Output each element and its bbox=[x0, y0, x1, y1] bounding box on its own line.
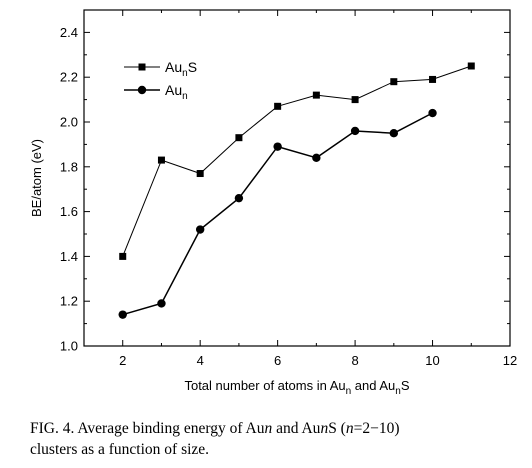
x-tick-label: 10 bbox=[425, 353, 439, 368]
y-tick-label: 2.4 bbox=[60, 25, 78, 40]
data-point bbox=[157, 299, 166, 308]
x-tick-label: 12 bbox=[503, 353, 517, 368]
data-point bbox=[157, 156, 165, 164]
data-point bbox=[351, 96, 359, 104]
series-layer bbox=[118, 62, 475, 319]
series-line bbox=[122, 65, 472, 257]
data-point bbox=[350, 126, 360, 136]
axes: 2 4 6 8 10 12 1.0 1.2 1.4 1.6 1.8 2.0 2.2 2.4 bbox=[60, 9, 517, 368]
data-point bbox=[428, 108, 437, 118]
x-tick-label: 2 bbox=[119, 353, 126, 368]
data-point bbox=[429, 75, 437, 83]
legend-label: AunS bbox=[165, 59, 197, 79]
legend-marker bbox=[137, 85, 147, 95]
data-point bbox=[235, 134, 243, 142]
data-point bbox=[389, 129, 399, 138]
series-1 bbox=[119, 62, 475, 260]
x-axis-label: Total number of atoms in Aun and AunS bbox=[184, 378, 409, 397]
figure-caption: FIG. 4. Average binding energy of Aun an… bbox=[30, 420, 400, 458]
y-tick-label: 2.0 bbox=[60, 115, 78, 130]
y-tick-label: 1.4 bbox=[60, 249, 78, 264]
y-tick-label: 1.2 bbox=[60, 294, 78, 309]
data-point bbox=[390, 78, 398, 86]
data-point bbox=[196, 170, 204, 178]
legend-label: Aun bbox=[165, 82, 188, 102]
x-tick-label: 4 bbox=[197, 353, 204, 368]
y-tick-label: 1.8 bbox=[60, 159, 78, 174]
y-tick-label: 2.2 bbox=[60, 70, 78, 85]
series-2 bbox=[118, 108, 437, 319]
data-point bbox=[467, 62, 475, 70]
x-tick-label: 8 bbox=[351, 353, 358, 368]
data-point bbox=[274, 102, 282, 110]
legend-entry: Aun bbox=[124, 82, 188, 102]
data-point bbox=[234, 193, 244, 203]
plot-frame bbox=[83, 9, 511, 347]
y-axis-label: BE/atom (eV) bbox=[29, 139, 44, 217]
data-point bbox=[312, 91, 320, 99]
y-tick-label: 1.6 bbox=[60, 204, 78, 219]
plot-area bbox=[83, 9, 511, 347]
x-tick-label: 6 bbox=[274, 353, 281, 368]
data-point bbox=[119, 252, 127, 260]
legend-entry: AunS bbox=[124, 59, 197, 79]
data-point bbox=[195, 225, 205, 234]
data-point bbox=[312, 153, 321, 163]
legend-marker bbox=[138, 63, 146, 71]
legend: AunS Aun bbox=[124, 59, 197, 102]
y-tick-label: 1.0 bbox=[60, 339, 78, 354]
data-point bbox=[118, 310, 127, 319]
data-point bbox=[273, 142, 282, 151]
